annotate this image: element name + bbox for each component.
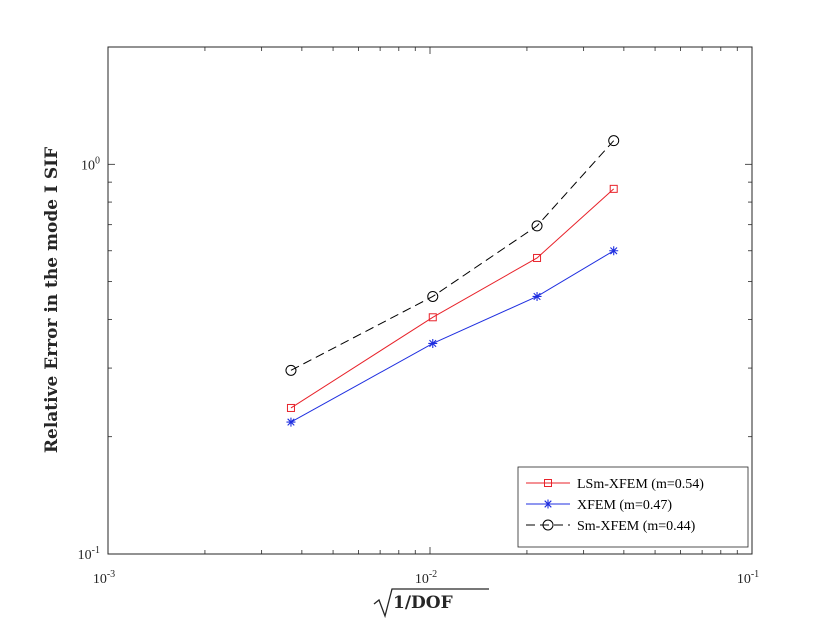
data-point [532,291,542,301]
x-tick-labels: 10-3 10-2 10-1 [93,569,759,587]
data-point [285,364,297,376]
x-tick-label: 10-3 [93,569,115,587]
data-point [609,184,618,193]
axis-ticks [107,46,753,555]
y-tick-labels: 10-1 100 [78,155,100,563]
data-point [286,403,295,412]
data-point [608,135,620,147]
series-circle [285,135,620,376]
legend-entry: Sm-XFEM (m=0.44) [526,519,696,534]
x-tick-label: 10-2 [415,569,437,587]
data-point [428,338,438,348]
x-axis-label-group: 1/DOF [373,588,489,619]
y-axis-label: Relative Error in the mode I SIF [42,147,62,453]
series-line [290,188,615,409]
data-point [427,290,439,302]
legend-entry: LSm-XFEM (m=0.54) [526,477,704,492]
data-point [609,246,619,256]
series-line [290,250,614,423]
data-point [428,313,437,322]
y-tick-label: 100 [81,155,100,173]
legend: LSm-XFEM (m=0.54) XFEM (m=0.47) Sm-XFEM (m… [517,466,749,548]
series-layer [285,135,620,427]
series-line [290,140,615,371]
data-point [533,253,542,262]
legend-marker [543,499,553,509]
y-tick-label: 10-1 [78,545,100,563]
legend-marker [544,479,552,487]
legend-entry: XFEM (m=0.47) [526,498,672,513]
data-point [286,417,296,427]
legend-label: LSm-XFEM (m=0.54) [577,477,704,492]
legend-label: XFEM (m=0.47) [577,498,672,513]
data-point [531,220,543,232]
sqrt-radical-icon [373,588,489,619]
legend-label: Sm-XFEM (m=0.44) [577,519,696,534]
series-asterisk [286,246,619,427]
x-axis-label: 1/DOF [393,593,453,613]
x-tick-label: 10-1 [737,569,759,587]
legend-marker [542,519,554,531]
legend-box [517,466,749,548]
series-square [286,184,618,412]
